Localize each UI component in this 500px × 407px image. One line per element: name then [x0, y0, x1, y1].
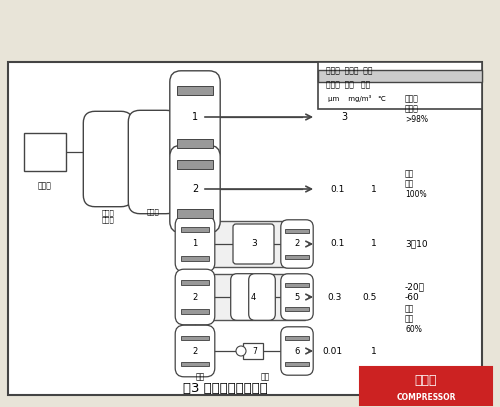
Text: 3～10: 3～10 [405, 239, 427, 249]
Bar [180, 256, 210, 261]
Bar [180, 280, 210, 285]
Bar [286, 229, 308, 233]
Bar [185, 274, 305, 320]
Text: -20～
-60: -20～ -60 [405, 282, 425, 302]
Text: 0.3: 0.3 [328, 293, 342, 302]
Bar [177, 160, 213, 168]
FancyBboxPatch shape [281, 274, 313, 320]
FancyBboxPatch shape [248, 274, 276, 320]
Text: 1: 1 [192, 239, 198, 249]
Bar [318, 62, 482, 109]
Bar [286, 336, 308, 340]
Bar [286, 283, 308, 287]
Bar [180, 227, 210, 232]
Bar [8, 62, 482, 395]
Text: 0.1: 0.1 [331, 184, 345, 193]
Text: 2: 2 [192, 293, 198, 302]
Bar [286, 255, 308, 259]
Text: 6: 6 [294, 346, 300, 355]
Text: 0.5: 0.5 [363, 293, 377, 302]
Bar [286, 362, 308, 366]
FancyBboxPatch shape [84, 111, 132, 207]
Bar [286, 307, 308, 311]
Bar [177, 210, 213, 218]
Text: 1: 1 [192, 112, 198, 122]
Bar [24, 133, 66, 171]
Bar [360, 367, 492, 405]
FancyBboxPatch shape [128, 110, 178, 214]
Text: 0.01: 0.01 [322, 346, 342, 355]
Text: 3: 3 [251, 239, 257, 249]
FancyBboxPatch shape [175, 216, 215, 272]
Text: 1: 1 [371, 239, 377, 249]
Text: 分水
效率
100%: 分水 效率 100% [405, 169, 426, 199]
Text: 7: 7 [252, 346, 258, 355]
Circle shape [236, 346, 246, 356]
FancyBboxPatch shape [175, 269, 215, 325]
Text: 子尺寸  油量   落点: 子尺寸 油量 落点 [326, 81, 370, 90]
Bar [177, 139, 213, 148]
FancyBboxPatch shape [281, 327, 313, 375]
Text: 液体分
离效率
>98%: 液体分 离效率 >98% [405, 94, 428, 124]
Text: COMPRESSOR: COMPRESSOR [396, 392, 456, 401]
Text: 后冷却
分离器: 后冷却 分离器 [102, 209, 114, 223]
Text: 压缩机: 压缩机 [415, 374, 437, 387]
Bar [243, 343, 263, 359]
Bar [180, 309, 210, 314]
Text: 降温: 降温 [196, 372, 204, 381]
Text: 2: 2 [294, 239, 300, 249]
Bar [318, 70, 482, 82]
FancyBboxPatch shape [175, 325, 215, 377]
Text: μm    mg/m³   ℃: μm mg/m³ ℃ [328, 94, 386, 101]
Text: 相对
湿度
60%: 相对 湿度 60% [405, 304, 422, 334]
FancyBboxPatch shape [233, 224, 274, 264]
Text: 2: 2 [192, 346, 198, 355]
Bar [180, 362, 210, 366]
Bar [180, 336, 210, 340]
FancyBboxPatch shape [281, 220, 313, 268]
Text: 空压机: 空压机 [38, 181, 52, 190]
Text: 2: 2 [192, 184, 198, 194]
Text: 最大粒  最大含  压力: 最大粒 最大含 压力 [326, 66, 372, 76]
FancyBboxPatch shape [170, 71, 220, 163]
Text: 1: 1 [371, 184, 377, 193]
Text: 4: 4 [250, 293, 256, 302]
Text: 贮气罐: 贮气罐 [146, 208, 160, 214]
Text: 5: 5 [294, 293, 300, 302]
Text: 1: 1 [371, 346, 377, 355]
FancyBboxPatch shape [170, 145, 220, 233]
Text: 图3 压缩空气净化工艺: 图3 压缩空气净化工艺 [182, 383, 268, 396]
FancyBboxPatch shape [230, 274, 258, 320]
Text: 0.1: 0.1 [331, 239, 345, 249]
Bar [185, 221, 305, 267]
Text: 3: 3 [341, 112, 347, 122]
Text: 回热: 回热 [260, 372, 270, 381]
Bar [177, 86, 213, 95]
